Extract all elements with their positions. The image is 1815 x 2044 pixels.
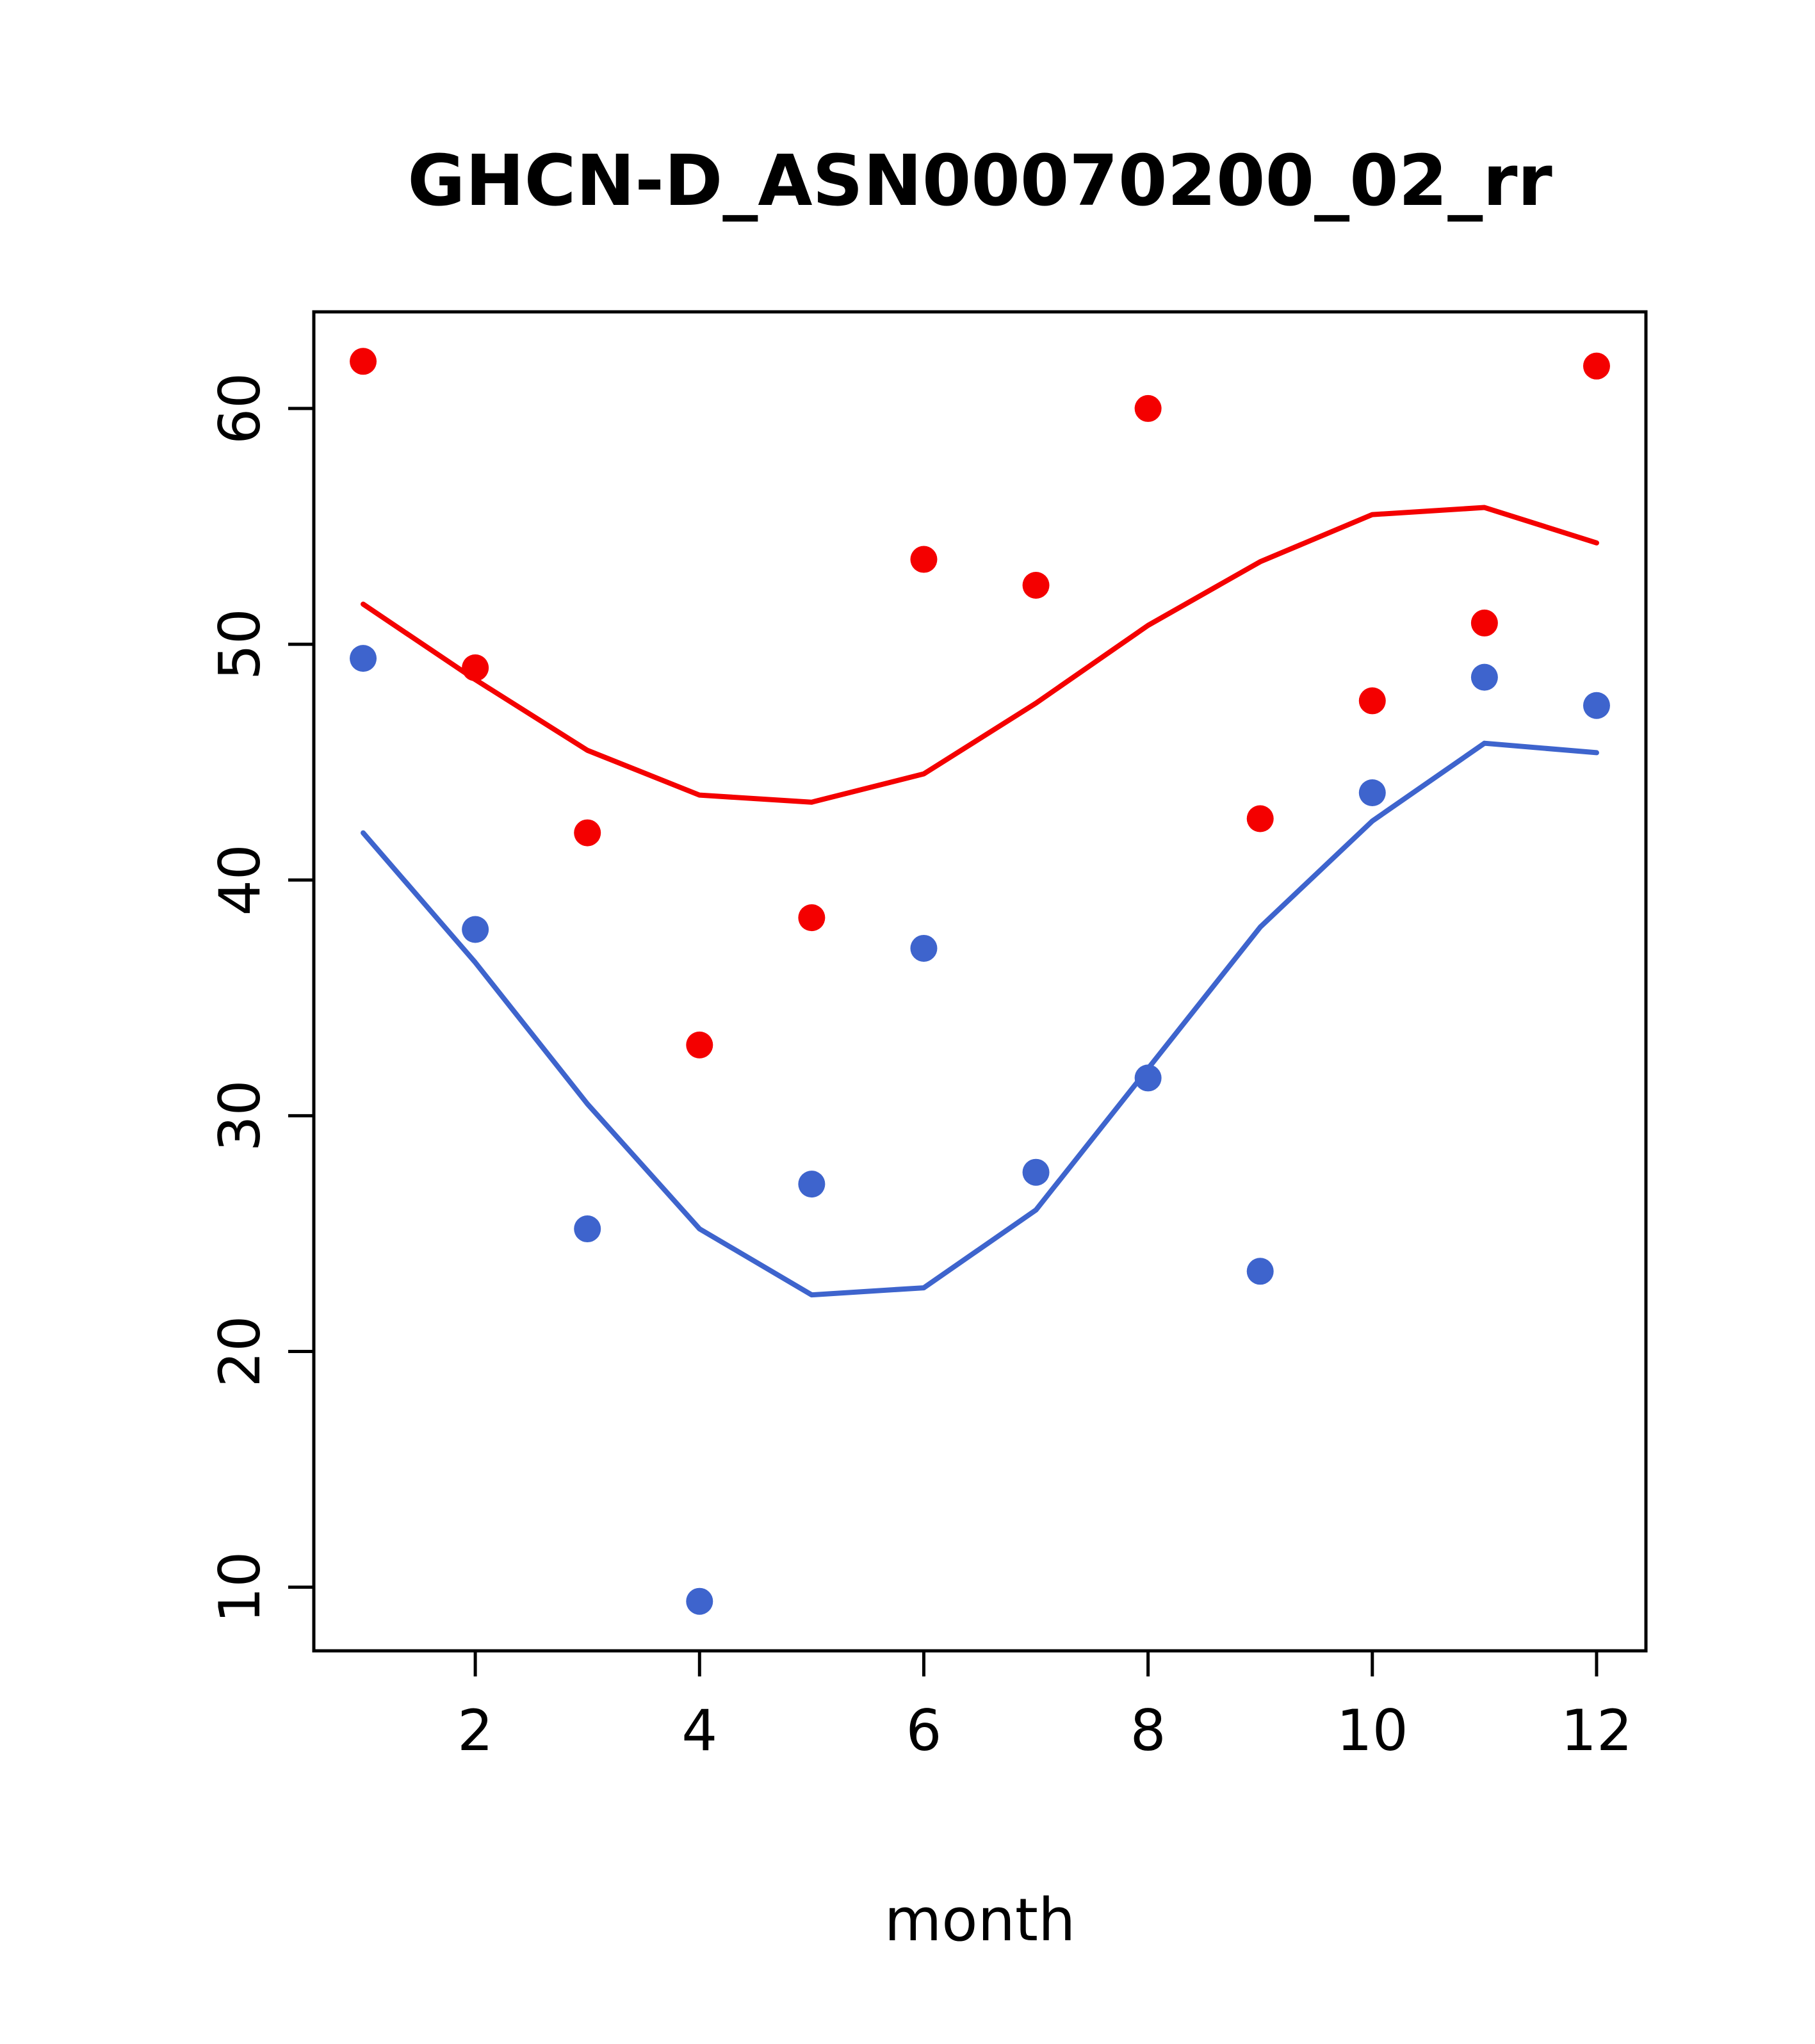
blue-point [1470,663,1498,691]
plot-box [312,310,1648,1653]
x-tick-label: 6 [906,1698,941,1764]
y-tick-label: 50 [207,608,273,680]
red-point [1583,352,1610,380]
blue-smooth-line [361,740,1599,1298]
plot-area: 2 4 6 8 10 12 10 20 30 40 50 60 [207,310,1648,1764]
chart-title: GHCN-D_ASN00070200_02_rr [407,140,1552,222]
red-point [910,546,938,573]
red-point [1022,572,1050,599]
y-tick-label: 20 [207,1315,273,1387]
red-point [574,819,601,847]
x-tick-label: 10 [1337,1698,1408,1764]
blue-point [462,916,489,943]
x-tick-label: 8 [1130,1698,1166,1764]
blue-point [350,645,377,672]
red-point [462,654,489,681]
blue-point [1022,1158,1050,1186]
blue-point [1246,1258,1274,1285]
red-point [1358,687,1386,715]
red-point [798,904,826,932]
y-tick-label: 30 [207,1080,273,1151]
y-tick-label: 10 [207,1552,273,1623]
blue-point [1583,692,1610,719]
red-point [1134,394,1162,422]
x-tick-label: 12 [1561,1698,1632,1764]
blue-point [686,1587,713,1615]
x-axis-label: month [884,1886,1076,1954]
red-point [1246,805,1274,832]
x-tick-label: 2 [457,1698,493,1764]
x-tick-label: 4 [681,1698,717,1764]
blue-point [1358,779,1386,806]
blue-point [1134,1064,1162,1092]
red-point [350,348,377,375]
red-smooth-line [361,505,1599,805]
blue-point [910,934,938,962]
y-tick-label: 60 [207,373,273,444]
red-point [1470,609,1498,637]
blue-point [574,1215,601,1243]
blue-point [798,1171,826,1198]
y-tick-label: 40 [207,844,273,916]
red-point [686,1031,713,1058]
